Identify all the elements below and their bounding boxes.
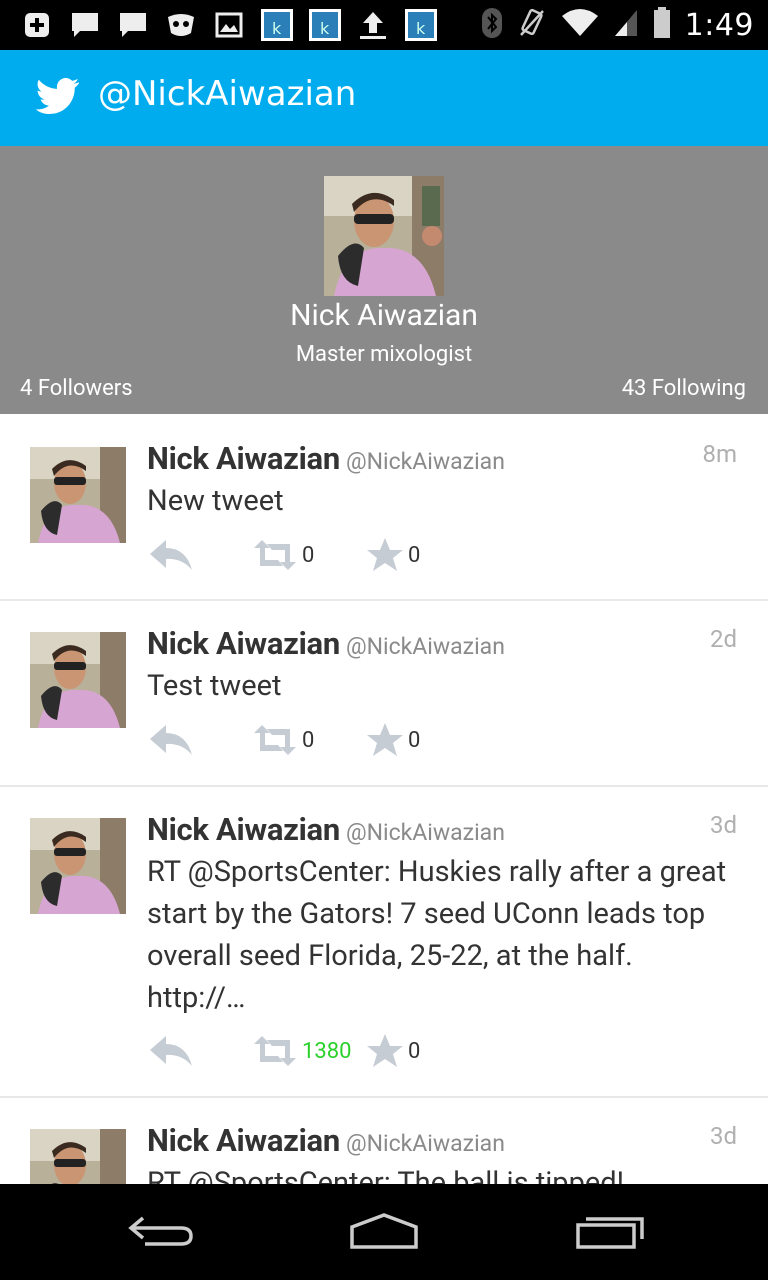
tweet-author[interactable]: Nick Aiwazian @NickAiwazian <box>147 811 505 848</box>
tweet-avatar[interactable] <box>30 1129 126 1184</box>
chat-icon <box>68 8 102 42</box>
tweet-author-name: Nick Aiwazian <box>147 1122 340 1159</box>
tweet-item[interactable]: Nick Aiwazian @NickAiwazian 3d RT @Sports… <box>0 1098 768 1184</box>
tweet-author-name: Nick Aiwazian <box>147 811 340 848</box>
tweet-avatar[interactable] <box>30 632 126 728</box>
retweet-icon <box>254 1036 296 1066</box>
favorite-count: 0 <box>408 542 421 568</box>
star-icon <box>367 538 403 571</box>
home-icon <box>350 1213 418 1249</box>
tweet-time: 3d <box>709 1122 737 1150</box>
app-icon: k <box>260 8 294 42</box>
reply-button[interactable] <box>148 1034 194 1068</box>
followers-count[interactable]: 4 Followers <box>20 376 133 401</box>
system-icons: 1:49 <box>481 0 754 50</box>
add-icon <box>20 8 54 42</box>
app-icon: k <box>404 8 438 42</box>
twitter-bird-icon[interactable] <box>35 78 80 114</box>
chat-icon <box>116 8 150 42</box>
battery-icon <box>653 7 671 43</box>
favorite-button[interactable]: 0 <box>366 1032 420 1070</box>
retweet-count: 1380 <box>302 1038 352 1064</box>
tweet-text: RT @SportsCenter: Huskies rally after a … <box>147 855 727 1015</box>
tweet-author[interactable]: Nick Aiwazian @NickAiwazian <box>147 440 505 477</box>
star-icon <box>367 723 403 756</box>
app-icon: k <box>308 8 342 42</box>
favorite-button[interactable]: 0 <box>366 536 420 574</box>
tweet-author-name: Nick Aiwazian <box>147 440 340 477</box>
recent-apps-button[interactable] <box>570 1208 650 1254</box>
retweet-button[interactable]: 1380 <box>252 1034 351 1068</box>
tweet-handle: @NickAiwazian <box>345 819 505 846</box>
tweet-handle: @NickAiwazian <box>345 1130 505 1157</box>
wifi-icon <box>561 8 599 42</box>
ninja-icon <box>164 8 198 42</box>
profile-avatar[interactable] <box>324 176 444 296</box>
tweet-feed[interactable]: Nick Aiwazian @NickAiwazian 8m New tweet … <box>0 414 768 1184</box>
image-icon <box>212 8 246 42</box>
tweet-text: New tweet <box>147 484 284 518</box>
notification-icons: k k k <box>20 8 438 42</box>
vibrate-icon <box>517 7 547 43</box>
upload-icon <box>356 8 390 42</box>
retweet-count: 0 <box>302 542 315 568</box>
tweet-item[interactable]: Nick Aiwazian @NickAiwazian 2d Test tweet… <box>0 601 768 787</box>
retweet-icon <box>254 540 296 570</box>
action-bar: @NickAiwazian <box>0 50 768 146</box>
bluetooth-icon <box>481 7 503 43</box>
favorite-count: 0 <box>408 1038 421 1064</box>
retweet-button[interactable]: 0 <box>252 723 314 757</box>
tweet-item[interactable]: Nick Aiwazian @NickAiwazian 3d RT @Sports… <box>0 787 768 1098</box>
star-icon <box>367 1034 403 1067</box>
tweet-avatar[interactable] <box>30 818 126 914</box>
favorite-button[interactable]: 0 <box>366 721 420 759</box>
reply-icon <box>150 1036 192 1066</box>
tweet-text: RT @SportsCenter: The ball is tipped! <box>147 1166 625 1184</box>
profile-name: Nick Aiwazian <box>290 298 478 333</box>
tweet-handle: @NickAiwazian <box>345 633 505 660</box>
tweet-handle: @NickAiwazian <box>345 448 505 475</box>
retweet-button[interactable]: 0 <box>252 538 314 572</box>
reply-button[interactable] <box>148 538 194 572</box>
recent-apps-icon <box>576 1217 644 1249</box>
tweet-author-name: Nick Aiwazian <box>147 625 340 662</box>
retweet-count: 0 <box>302 727 315 753</box>
svg-text:k: k <box>416 19 426 38</box>
tweet-item[interactable]: Nick Aiwazian @NickAiwazian 8m New tweet … <box>0 414 768 601</box>
reply-icon <box>150 725 192 755</box>
status-bar: k k k 1:49 <box>0 0 768 50</box>
clock: 1:49 <box>684 7 754 43</box>
tweet-text: Test tweet <box>147 669 282 703</box>
tweet-time: 2d <box>709 625 737 653</box>
tweet-time: 8m <box>702 440 737 468</box>
signal-icon <box>613 8 639 42</box>
profile-bio: Master mixologist <box>295 342 473 367</box>
back-button[interactable] <box>120 1208 200 1254</box>
favorite-count: 0 <box>408 727 421 753</box>
tweet-avatar[interactable] <box>30 447 126 543</box>
reply-button[interactable] <box>148 723 194 757</box>
profile-header: Nick Aiwazian Master mixologist 4 Follow… <box>0 146 768 414</box>
reply-icon <box>150 540 192 570</box>
back-icon <box>128 1216 193 1246</box>
tweet-author[interactable]: Nick Aiwazian @NickAiwazian <box>147 625 505 662</box>
svg-text:k: k <box>272 19 282 38</box>
svg-text:k: k <box>320 19 330 38</box>
retweet-icon <box>254 725 296 755</box>
navigation-bar <box>0 1184 768 1280</box>
following-count[interactable]: 43 Following <box>621 376 746 401</box>
tweet-author[interactable]: Nick Aiwazian @NickAiwazian <box>147 1122 505 1159</box>
header-title: @NickAiwazian <box>98 74 357 114</box>
home-button[interactable] <box>344 1208 424 1254</box>
tweet-time: 3d <box>709 811 737 839</box>
